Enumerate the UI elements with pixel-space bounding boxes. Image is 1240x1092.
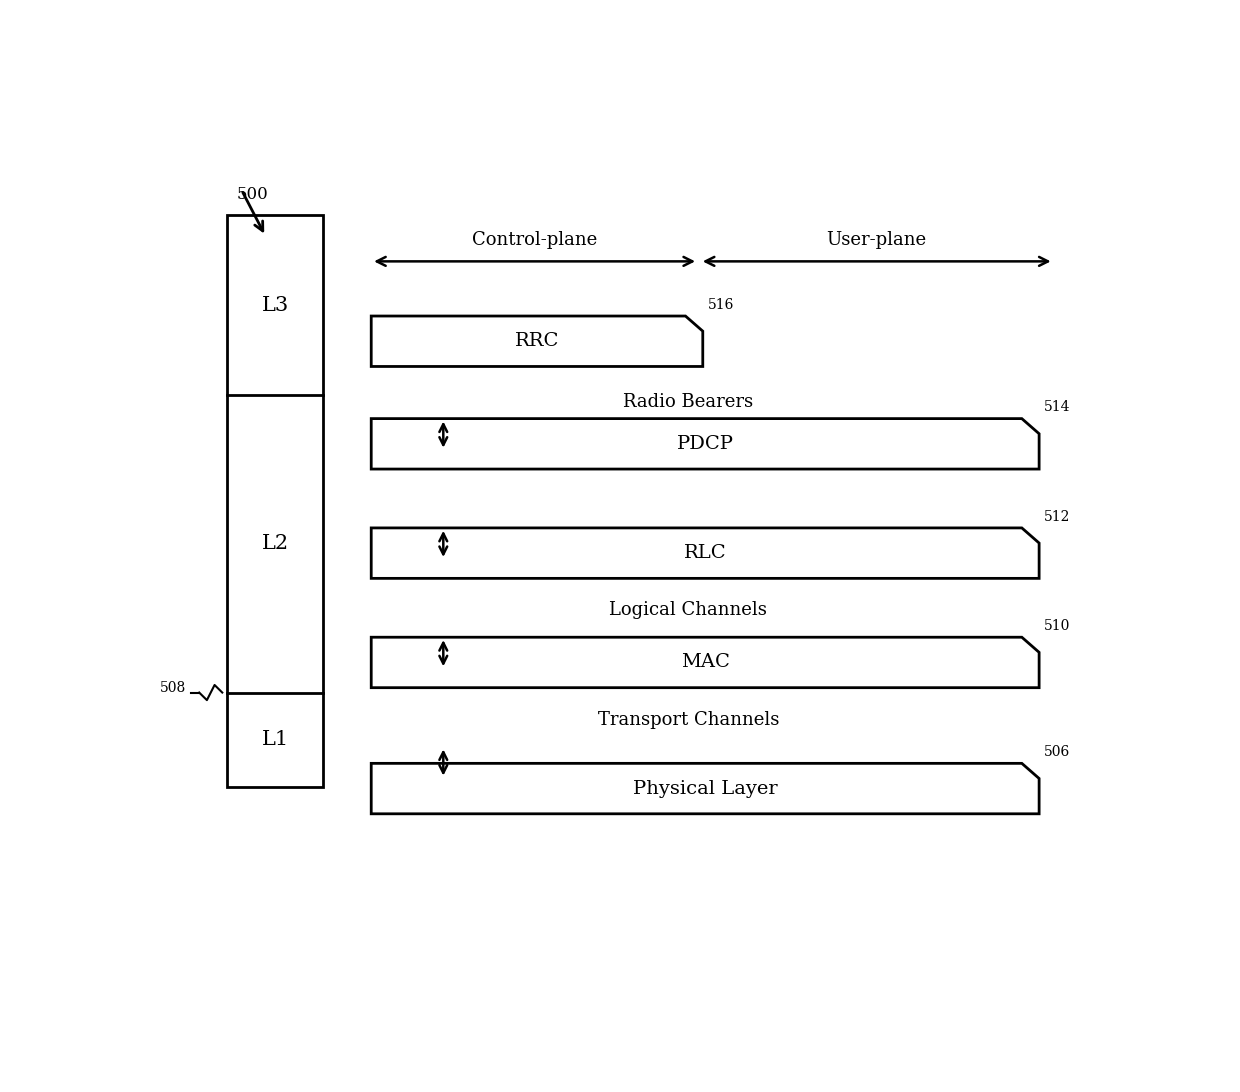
Text: L3: L3	[262, 296, 289, 314]
Text: 510: 510	[1044, 619, 1070, 633]
Text: Physical Layer: Physical Layer	[632, 780, 777, 797]
Text: MAC: MAC	[681, 653, 729, 672]
Polygon shape	[371, 527, 1039, 579]
Polygon shape	[371, 316, 703, 367]
Text: 516: 516	[708, 298, 734, 312]
Text: Radio Bearers: Radio Bearers	[624, 393, 754, 411]
Polygon shape	[371, 638, 1039, 688]
Text: 508: 508	[160, 681, 186, 696]
Text: Control-plane: Control-plane	[472, 230, 598, 249]
Text: RLC: RLC	[684, 544, 727, 562]
Text: 512: 512	[1044, 510, 1070, 524]
Polygon shape	[371, 418, 1039, 470]
Text: 506: 506	[1044, 745, 1070, 759]
Text: Logical Channels: Logical Channels	[609, 602, 768, 619]
Bar	[227, 215, 324, 787]
Polygon shape	[371, 763, 1039, 814]
Text: L2: L2	[262, 534, 289, 554]
Text: PDCP: PDCP	[677, 435, 734, 453]
Text: 514: 514	[1044, 401, 1070, 414]
Text: User-plane: User-plane	[827, 230, 926, 249]
Text: Transport Channels: Transport Channels	[598, 711, 779, 728]
Text: L1: L1	[262, 731, 289, 749]
Text: RRC: RRC	[515, 332, 559, 351]
Text: 500: 500	[237, 186, 268, 203]
